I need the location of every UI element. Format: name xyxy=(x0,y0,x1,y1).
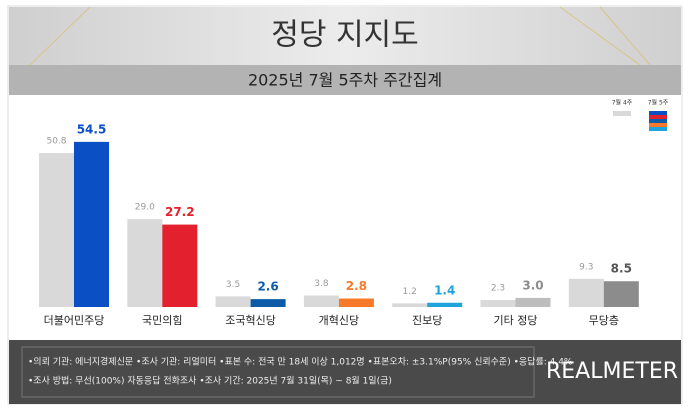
value-label: 29.0 xyxy=(135,203,155,213)
header-band xyxy=(9,7,681,65)
x-tick-label: 조국혁신당 xyxy=(225,314,276,327)
value-label: 9.3 xyxy=(579,262,593,272)
value-label: 3.8 xyxy=(314,279,329,289)
legend-swatch xyxy=(649,123,667,127)
bar xyxy=(515,297,551,307)
value-label: 1.4 xyxy=(434,283,455,297)
x-tick-label: 기타 정당 xyxy=(494,314,538,327)
x-tick-label: 국민의힘 xyxy=(142,314,182,327)
value-label: 50.8 xyxy=(46,137,66,147)
footer-band xyxy=(9,340,681,404)
bar xyxy=(392,303,428,307)
value-label: 3.5 xyxy=(226,280,240,290)
legend-swatch xyxy=(649,119,667,123)
value-label: 1.2 xyxy=(403,287,417,297)
bar xyxy=(250,299,286,307)
bar xyxy=(338,298,374,307)
brand: REALMETER xyxy=(546,359,678,384)
note: •조사 방법: 무선(100%) 자동응답 전화조사 •조사 기간: 2025년… xyxy=(28,375,392,387)
bar xyxy=(568,278,604,307)
header-decor xyxy=(29,6,651,66)
value-label: 8.5 xyxy=(611,262,632,276)
bar xyxy=(74,141,109,307)
bar xyxy=(427,302,463,307)
x-tick-label: 더불어민주당 xyxy=(44,314,105,327)
bar xyxy=(480,300,516,307)
subtitle-band xyxy=(9,65,681,95)
value-label: 27.2 xyxy=(165,205,195,219)
x-tick-label: 개혁신당 xyxy=(319,314,359,327)
chart-title: 정당 지지도 xyxy=(271,18,419,53)
bar xyxy=(39,153,74,307)
bar xyxy=(215,296,251,307)
legend-label: 7월 4주 xyxy=(612,99,633,107)
x-tick-label: 무당층 xyxy=(589,314,619,327)
value-label: 3.0 xyxy=(522,278,543,292)
legend-swatch xyxy=(613,111,631,116)
subtitle: 2025년 7월 5주차 주간집계 xyxy=(248,71,442,90)
value-label: 2.8 xyxy=(346,279,367,293)
value-label: 2.3 xyxy=(491,284,505,294)
legend-label: 7월 5주 xyxy=(648,99,669,107)
bar xyxy=(303,295,339,307)
bar xyxy=(603,281,639,307)
value-label: 54.5 xyxy=(77,122,107,136)
legend-swatch xyxy=(649,127,667,131)
legend-swatch xyxy=(649,111,667,115)
x-tick-label: 진보당 xyxy=(412,314,442,327)
bar xyxy=(127,219,163,307)
notes-box xyxy=(21,346,535,398)
value-label: 2.6 xyxy=(257,280,278,294)
bar xyxy=(162,224,198,307)
note: •의뢰 기관: 에너지경제신문 •조사 기관: 리얼미터 •표본 수: 전국 만… xyxy=(28,356,573,368)
legend-swatch xyxy=(649,115,667,119)
